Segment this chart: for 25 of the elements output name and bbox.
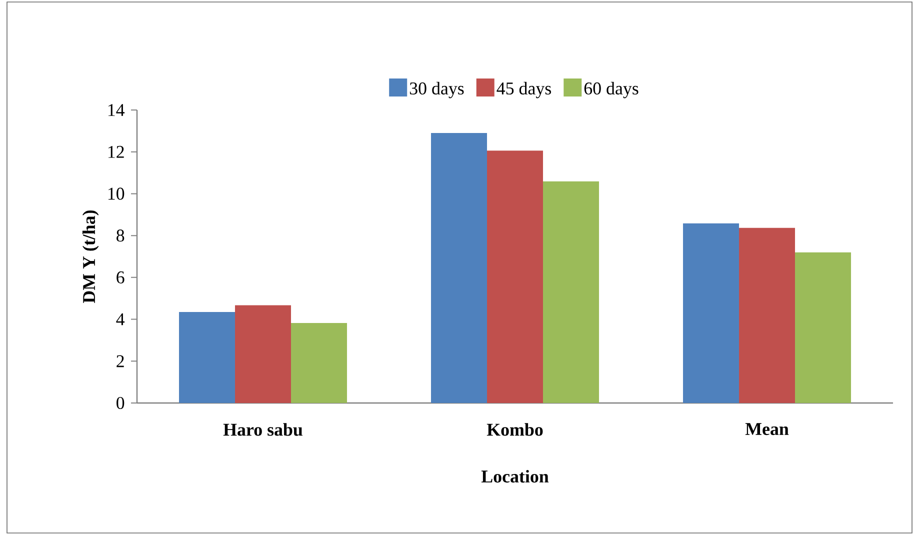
legend-label: 30 days: [410, 82, 464, 98]
y-tick-label: 2: [116, 355, 124, 368]
bar: [235, 305, 292, 403]
bar: [683, 223, 740, 403]
y-tick-label: 12: [108, 146, 124, 158]
y-tick-label: 14: [108, 104, 125, 116]
x-axis-title: Location: [481, 470, 549, 483]
y-tick-label: 6: [116, 271, 124, 284]
x-tick-label: Kombo: [486, 423, 543, 436]
y-axis-title: DM Y (t/ha): [82, 210, 99, 304]
bar: [487, 150, 544, 403]
bar: [543, 181, 600, 403]
bar: [795, 252, 852, 403]
x-tick-label: Haro sabu: [223, 423, 302, 436]
legend-label: 45 days: [496, 82, 551, 98]
bar: [739, 228, 796, 403]
x-tick-label: Mean: [745, 423, 789, 436]
y-tick-label: 4: [116, 313, 125, 326]
y-tick-label: 0: [116, 396, 124, 410]
bar: [431, 133, 488, 403]
y-tick-label: 10: [108, 188, 124, 200]
bar: [179, 312, 236, 403]
bar: [291, 323, 348, 403]
y-tick-label: 8: [116, 230, 124, 242]
legend-label: 60 days: [584, 82, 638, 98]
